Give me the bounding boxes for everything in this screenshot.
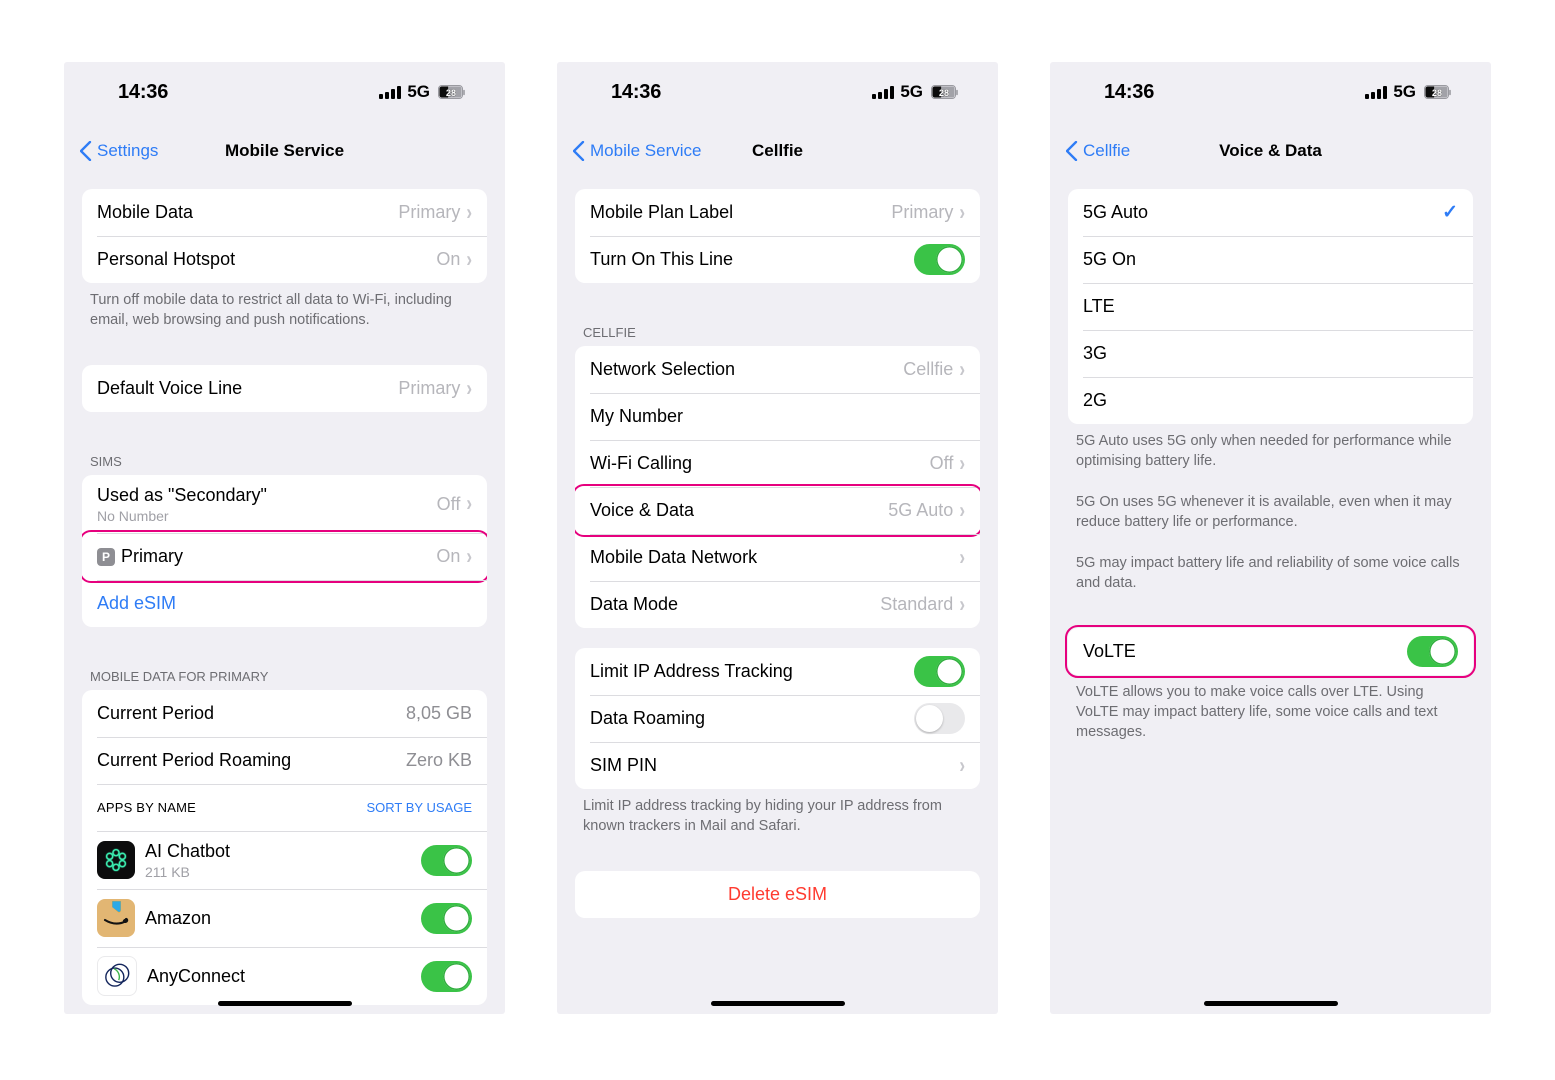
svg-text:28: 28 xyxy=(1432,87,1442,97)
svg-text:28: 28 xyxy=(939,87,949,97)
svg-text:28: 28 xyxy=(446,87,456,97)
